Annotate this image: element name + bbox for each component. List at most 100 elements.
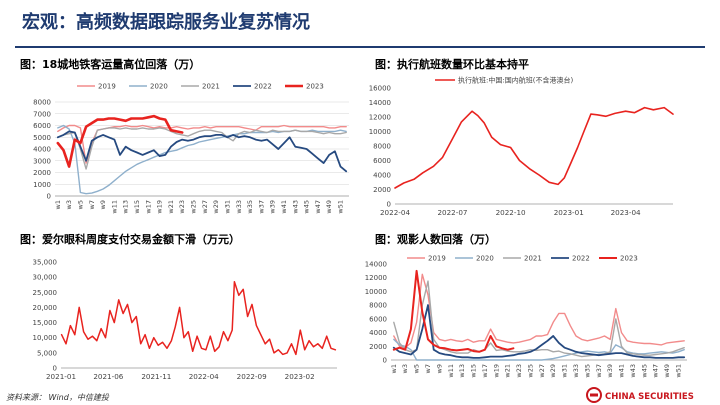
series-line-2019 xyxy=(393,273,685,349)
x-tick-label: w17 xyxy=(144,200,152,214)
y-tick-label: 0 xyxy=(383,357,387,365)
x-tick-label: w35 xyxy=(246,200,254,214)
x-tick-label: w9 xyxy=(435,364,443,373)
y-tick-label: 1000 xyxy=(33,181,51,189)
x-tick-label: w13 xyxy=(458,364,466,378)
x-tick-label: 2022-10 xyxy=(496,208,526,217)
y-tick-label: 8000 xyxy=(373,143,391,151)
legend-label: 2022 xyxy=(572,255,590,263)
y-tick-label: 12000 xyxy=(369,114,391,122)
x-tick-label: 2021-01 xyxy=(46,372,76,381)
y-tick-label: 2000 xyxy=(369,343,387,351)
y-tick-label: 16000 xyxy=(369,85,391,93)
x-tick-label: w51 xyxy=(337,200,345,214)
y-tick-label: 0 xyxy=(47,193,51,201)
y-tick-label: 4000 xyxy=(369,329,387,337)
x-tick-label: w29 xyxy=(212,200,220,214)
legend-label: 2020 xyxy=(476,255,494,263)
y-tick-label: 4000 xyxy=(33,146,51,154)
x-tick-label: w5 xyxy=(76,200,84,209)
x-tick-label: w5 xyxy=(413,364,421,373)
x-tick-label: 2023-04 xyxy=(611,208,641,217)
metro-line-chart: 0 1000 2000 3000 4000 5000 6000 7000 8000 w1 w3 w5 w… xyxy=(33,83,349,214)
y-tick-label: 5,000 xyxy=(37,349,57,357)
eyecare-chart-caption: 图：爱尔眼科周度支付交易金额下滑（万元） xyxy=(20,233,240,246)
y-tick-label: 2000 xyxy=(33,169,51,177)
x-tick-label: w49 xyxy=(325,200,333,214)
y-tick-label: 6000 xyxy=(369,315,387,323)
y-tick-label: 5000 xyxy=(33,134,51,142)
eyecare-line-chart: 0 5,000 10,000 15,000 20,000 25,000 30,000 35,0… xyxy=(33,259,337,381)
china-securities-logo: CHINA SECURITIES xyxy=(586,387,694,403)
x-tick-label: 2022-09 xyxy=(237,372,267,381)
legend-label: 2020 xyxy=(150,83,168,91)
cinema-chart-caption: 图：观影人数回落（万） xyxy=(375,233,496,246)
x-tick-label: w37 xyxy=(257,200,265,214)
y-tick-label: 0 xyxy=(387,201,391,209)
x-tick-label: w21 xyxy=(504,364,512,378)
y-tick-label: 6000 xyxy=(373,157,391,165)
y-tick-label: 6000 xyxy=(33,122,51,130)
x-tick-label: 2022-04 xyxy=(189,372,219,381)
x-tick-label: w33 xyxy=(235,200,243,214)
x-tick-label: w29 xyxy=(549,364,557,378)
series-line-2021 xyxy=(57,127,347,170)
x-tick-label: 2022-07 xyxy=(437,208,467,217)
series-line-2021 xyxy=(393,280,685,358)
y-tick-label: 8000 xyxy=(369,302,387,310)
cinema-line-chart: 0 2000 4000 6000 8000 10000 12000 14000 w1 w3 w5 w7… xyxy=(365,255,687,378)
x-tick-label: w51 xyxy=(674,364,682,378)
y-tick-label: 10000 xyxy=(369,128,391,136)
series-line-2023 xyxy=(56,114,184,168)
legend-label: 2021 xyxy=(524,255,542,263)
x-tick-label: w45 xyxy=(640,364,648,378)
x-tick-label: w13 xyxy=(122,200,130,214)
series-line-2023 xyxy=(392,269,515,353)
series-line-执行航班:中国:国内航班(不含港澳台) xyxy=(394,106,674,189)
y-tick-label: 35,000 xyxy=(33,259,58,267)
y-tick-label: 0 xyxy=(53,365,57,373)
x-tick-label: w19 xyxy=(492,364,500,378)
y-tick-label: 10000 xyxy=(365,288,387,296)
legend-label: 2023 xyxy=(306,83,324,91)
x-tick-label: w31 xyxy=(223,200,231,214)
x-tick-label: w27 xyxy=(538,364,546,378)
x-tick-label: w25 xyxy=(526,364,534,378)
x-tick-label: w7 xyxy=(88,200,96,209)
x-tick-label: w15 xyxy=(470,364,478,378)
x-tick-label: w25 xyxy=(190,200,198,214)
flights-line-chart: 0 2000 4000 6000 8000 10000 12000 14000 16000 202… xyxy=(369,76,674,217)
svg-text:CHINA SECURITIES: CHINA SECURITIES xyxy=(605,392,694,402)
y-tick-label: 4000 xyxy=(373,172,391,180)
x-tick-label: w11 xyxy=(447,364,455,378)
x-tick-label: w17 xyxy=(481,364,489,378)
x-tick-label: w11 xyxy=(110,200,118,214)
x-tick-label: w23 xyxy=(515,364,523,378)
x-tick-label: w1 xyxy=(390,364,398,373)
y-tick-label: 3000 xyxy=(33,157,51,165)
x-tick-label: w39 xyxy=(269,200,277,214)
x-tick-label: 2021-11 xyxy=(141,372,171,381)
y-tick-label: 8000 xyxy=(33,99,51,107)
series-line-eyecare xyxy=(60,280,337,356)
x-tick-label: w15 xyxy=(133,200,141,214)
y-tick-label: 7000 xyxy=(33,110,51,118)
x-tick-label: w43 xyxy=(291,200,299,214)
source-note: 资料来源： Wind，中信建投 xyxy=(6,393,109,402)
x-tick-label: w7 xyxy=(424,364,432,373)
series-line-2022 xyxy=(56,130,348,173)
x-tick-label: w41 xyxy=(618,364,626,378)
x-tick-label: 2023-01 xyxy=(554,208,584,217)
x-tick-label: w33 xyxy=(572,364,580,378)
x-tick-label: w41 xyxy=(280,200,288,214)
x-tick-label: w9 xyxy=(99,200,107,209)
x-tick-label: w19 xyxy=(156,200,164,214)
x-tick-label: w35 xyxy=(583,364,591,378)
y-tick-label: 30,000 xyxy=(33,274,58,282)
x-tick-label: w3 xyxy=(401,364,409,373)
x-tick-label: w45 xyxy=(303,200,311,214)
x-tick-label: w39 xyxy=(606,364,614,378)
legend-label: 执行航班:中国:国内航班(不含港澳台) xyxy=(458,76,573,85)
legend-label: 2019 xyxy=(428,255,446,263)
x-tick-label: w31 xyxy=(561,364,569,378)
